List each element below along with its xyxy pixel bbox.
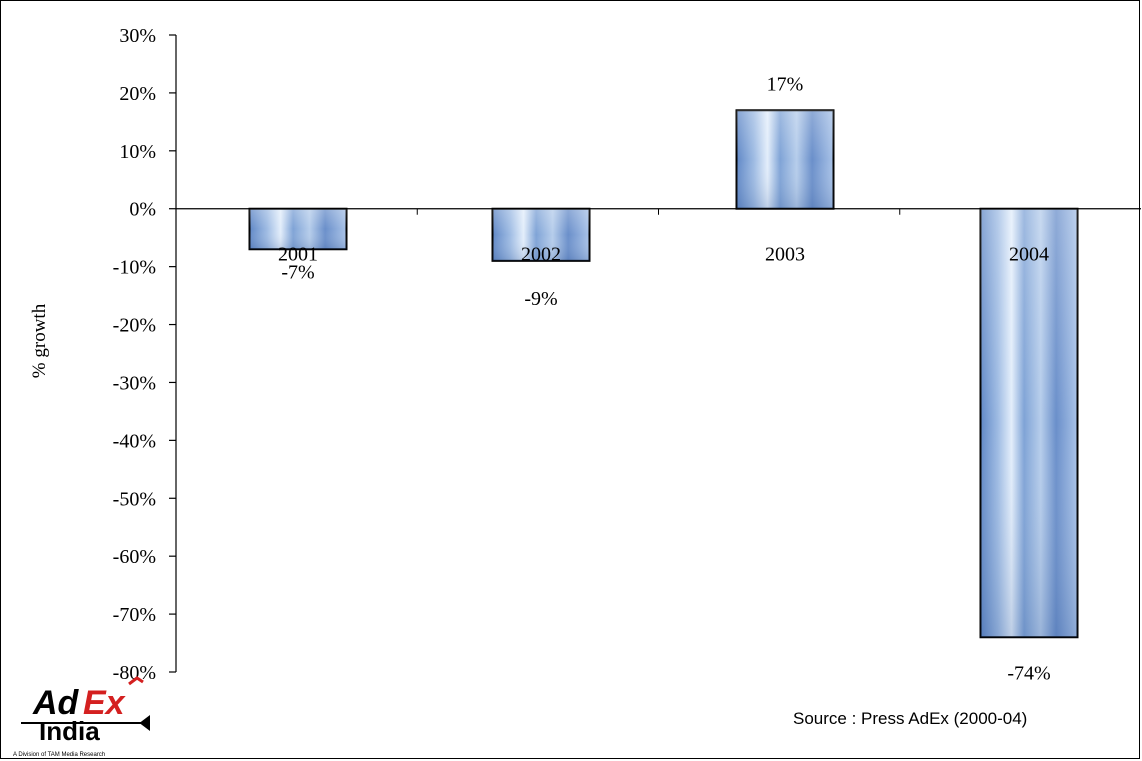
y-tick-label: -10% (113, 257, 156, 279)
y-tick-label: -80% (113, 662, 156, 684)
y-tick-label: 30% (119, 25, 156, 47)
category-label: 2004 (1009, 244, 1049, 266)
y-axis: 30% 20% 10% 0% -10% -20% -30% -40% -50% -60% -70% -… (113, 25, 177, 684)
source-note: Source : Press AdEx (2000-04) (793, 709, 1028, 728)
y-axis-title: % growth (29, 303, 50, 378)
data-label: 17% (767, 73, 804, 95)
y-tick-label: 0% (129, 199, 156, 221)
category-label: 2003 (765, 244, 805, 266)
logo-text-ad: Ad (32, 684, 80, 722)
bar-shade-2004 (980, 208, 1078, 638)
data-label: -7% (281, 261, 314, 283)
logo-text-ex: Ex (83, 684, 127, 722)
data-label: -74% (1007, 662, 1050, 684)
y-tick-label: -70% (113, 604, 156, 626)
y-tick-label: -60% (113, 546, 156, 568)
logo-swoosh-icon (128, 676, 144, 686)
bar-shade-2002 (492, 208, 590, 261)
y-tick-label: -20% (113, 315, 156, 337)
y-tick-label: -40% (113, 430, 156, 452)
logo-tagline: A Division of TAM Media Research (13, 752, 105, 758)
bar-shade-2001 (249, 208, 347, 250)
y-tick-label: -30% (113, 372, 156, 394)
y-tick-label: 20% (119, 83, 156, 105)
logo-arrow-icon (21, 715, 150, 731)
data-label: -9% (524, 288, 557, 310)
bar-shade-2003 (736, 110, 834, 209)
category-label: 2001 (278, 244, 318, 266)
category-label: 2002 (521, 244, 561, 266)
zero-line (176, 208, 1141, 215)
logo-text-india: India (39, 716, 100, 746)
y-tick-label: -50% (113, 488, 156, 510)
labels: 2001-7% 2002 -9% 2003 17% 2004 -74% (278, 73, 1051, 684)
y-tick-label: 10% (119, 141, 156, 163)
bars (248, 109, 1079, 639)
adex-india-logo: Ad Ex India A Division of TAM Media Rese… (13, 676, 150, 758)
